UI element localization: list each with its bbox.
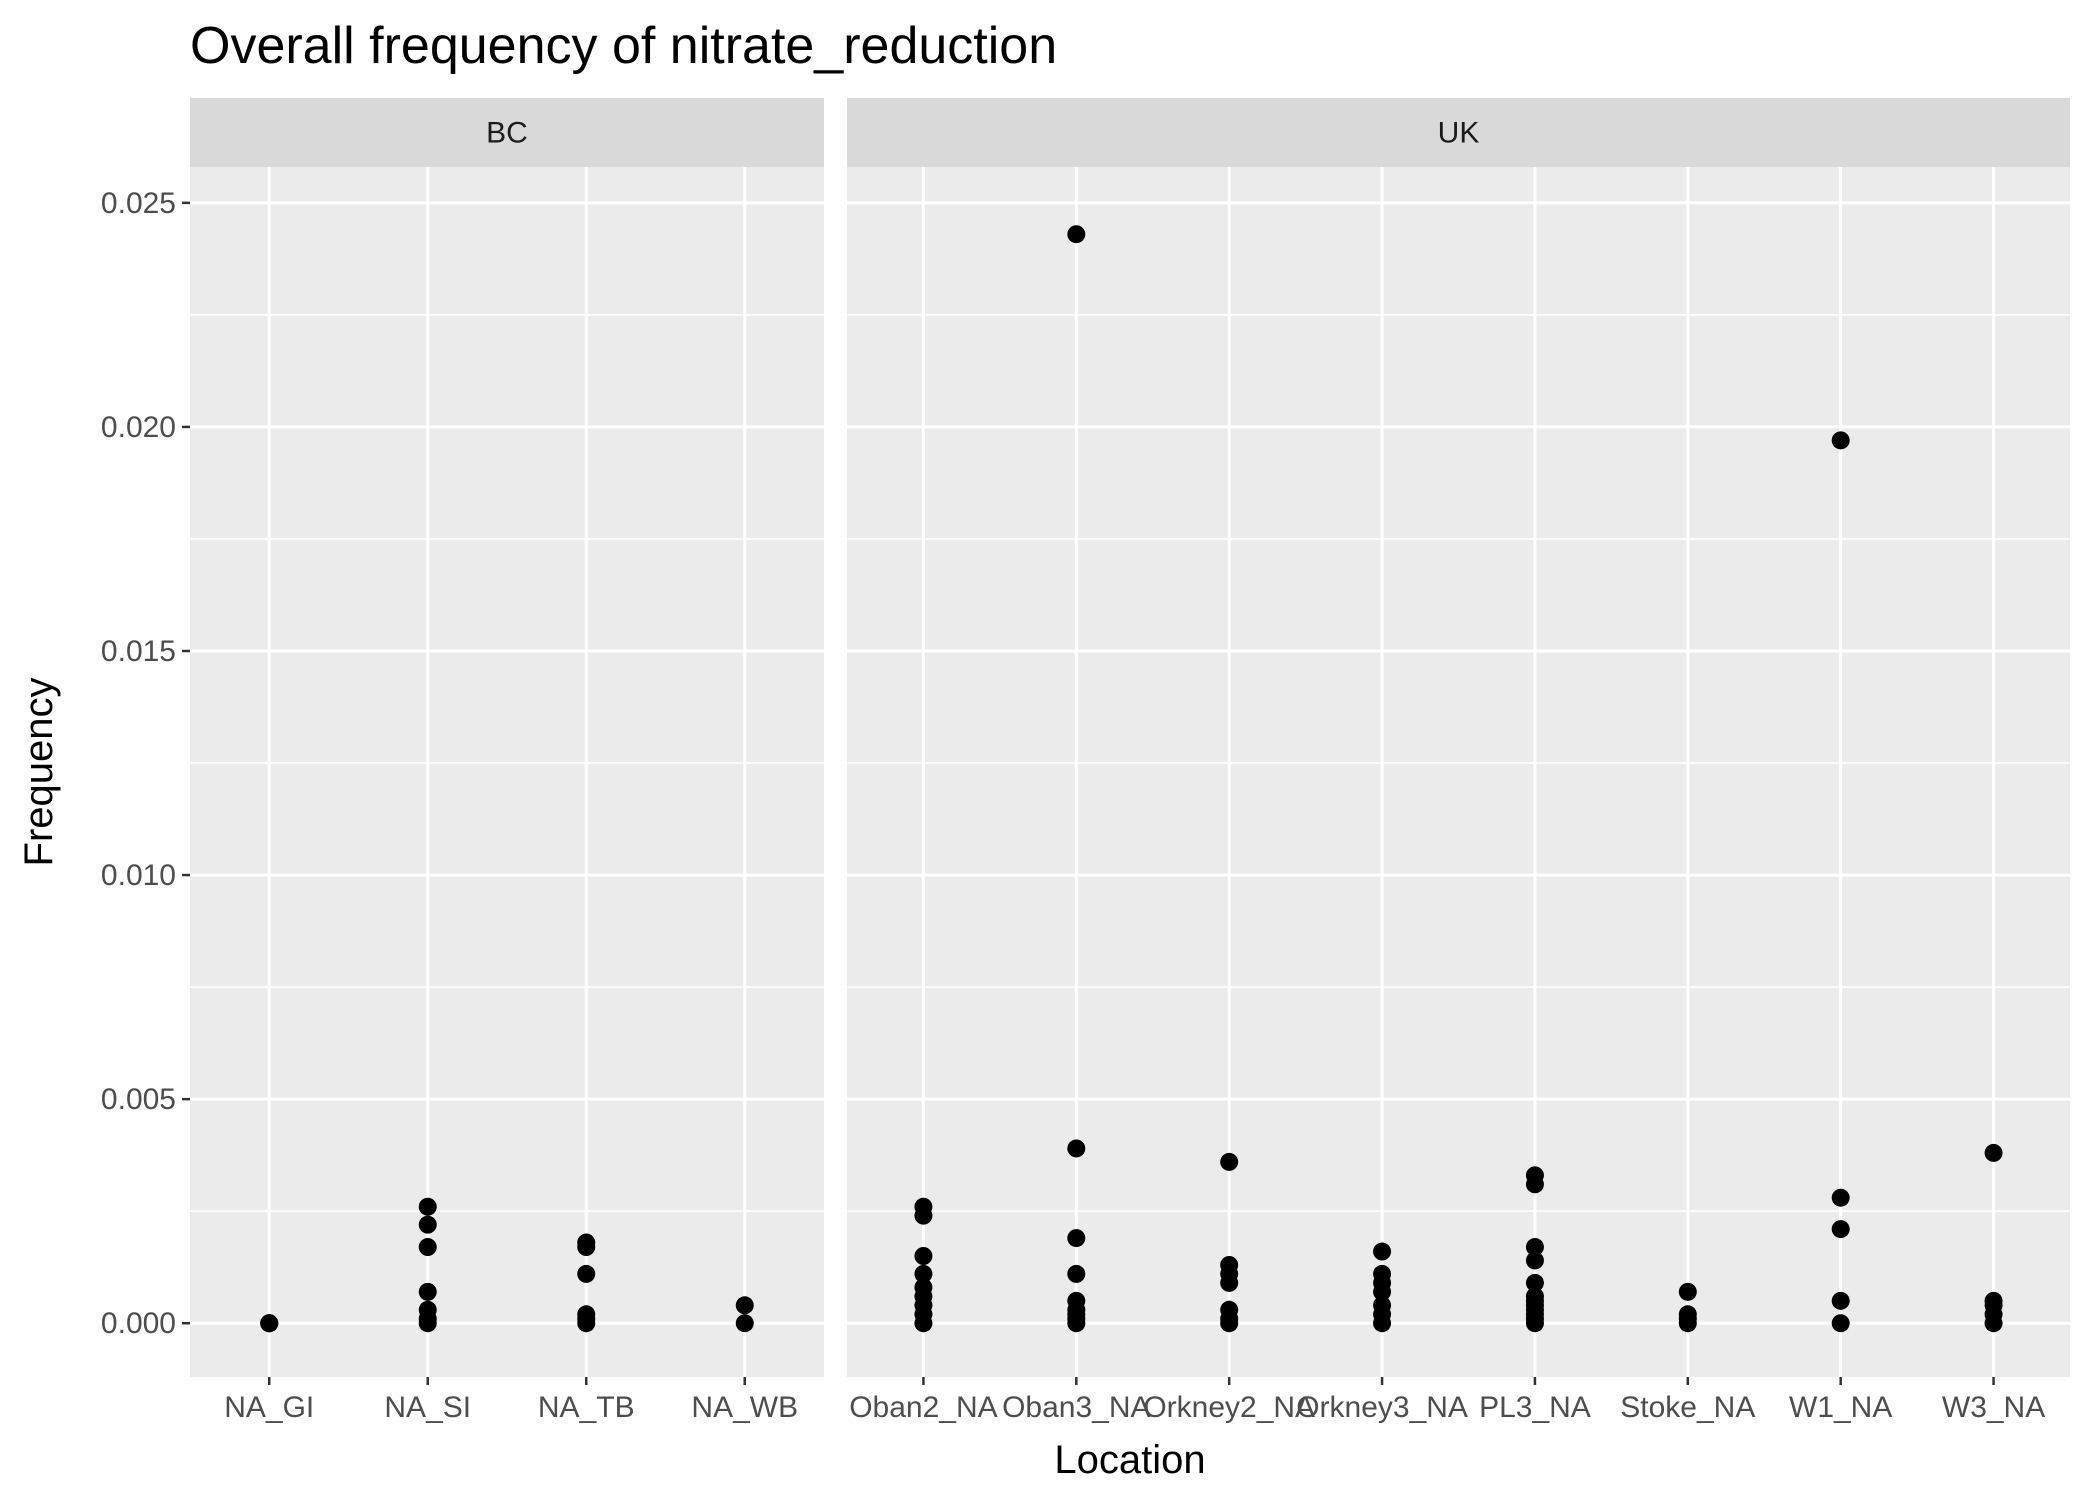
data-point xyxy=(914,1278,933,1297)
data-point xyxy=(1067,1264,1086,1283)
data-point xyxy=(1678,1305,1697,1324)
facet-strip-bc xyxy=(190,98,824,167)
data-point xyxy=(418,1238,437,1257)
x-tick-label: NA_SI xyxy=(384,1391,471,1424)
data-point xyxy=(914,1264,933,1283)
facet-strip-uk xyxy=(847,98,2070,167)
data-point xyxy=(1067,225,1086,244)
data-point xyxy=(1984,1143,2003,1162)
panel-background-bc xyxy=(190,167,824,1377)
data-point xyxy=(1067,1139,1086,1158)
y-tick-label: 0.015 xyxy=(101,635,176,668)
data-point xyxy=(1525,1251,1544,1270)
data-point xyxy=(418,1215,437,1234)
y-tick-label: 0.000 xyxy=(101,1307,176,1340)
y-axis-title: Frequency xyxy=(17,678,61,867)
data-point xyxy=(1831,1314,1850,1333)
data-point xyxy=(1831,1188,1850,1207)
x-tick-label: NA_GI xyxy=(224,1391,314,1424)
data-point xyxy=(577,1264,596,1283)
x-tick-label: Orkney2_NA xyxy=(1143,1391,1315,1424)
x-tick-label: NA_TB xyxy=(538,1391,635,1424)
data-point xyxy=(1525,1238,1544,1257)
data-point xyxy=(1831,431,1850,450)
data-point xyxy=(1220,1255,1239,1274)
data-point xyxy=(418,1197,437,1216)
data-point xyxy=(735,1296,754,1315)
y-tick-label: 0.005 xyxy=(101,1083,176,1116)
data-point xyxy=(577,1233,596,1252)
x-tick-label: Oban2_NA xyxy=(849,1391,997,1424)
data-point xyxy=(1678,1282,1697,1301)
data-point xyxy=(1067,1291,1086,1310)
data-point xyxy=(1373,1242,1392,1261)
data-point xyxy=(1525,1287,1544,1306)
x-tick-label: Orkney3_NA xyxy=(1296,1391,1468,1424)
data-point xyxy=(1220,1300,1239,1319)
facet-label-uk: UK xyxy=(1438,117,1480,150)
x-tick-label: Stoke_NA xyxy=(1620,1391,1755,1424)
data-point xyxy=(418,1300,437,1319)
data-point xyxy=(577,1305,596,1324)
x-axis-title: Location xyxy=(1054,1438,1205,1482)
x-tick-label: W3_NA xyxy=(1942,1391,2045,1424)
y-tick-label: 0.020 xyxy=(101,411,176,444)
facet-label-bc: BC xyxy=(486,117,528,150)
data-point xyxy=(1373,1296,1392,1315)
data-point xyxy=(260,1314,279,1333)
data-point xyxy=(1220,1152,1239,1171)
data-point xyxy=(1831,1291,1850,1310)
panel-background-uk xyxy=(847,167,2070,1377)
data-point xyxy=(418,1282,437,1301)
x-tick-label: W1_NA xyxy=(1789,1391,1892,1424)
data-point xyxy=(1067,1229,1086,1248)
chart-title: Overall frequency of nitrate_reduction xyxy=(190,17,1058,75)
x-tick-label: Oban3_NA xyxy=(1002,1391,1150,1424)
x-tick-label: PL3_NA xyxy=(1479,1391,1591,1424)
data-point xyxy=(914,1197,933,1216)
x-tick-label: NA_WB xyxy=(691,1391,798,1424)
y-tick-label: 0.010 xyxy=(101,859,176,892)
data-point xyxy=(735,1314,754,1333)
y-tick-label: 0.025 xyxy=(101,187,176,220)
data-point xyxy=(1831,1220,1850,1239)
data-point xyxy=(1984,1291,2003,1310)
data-point xyxy=(914,1247,933,1265)
data-point xyxy=(1525,1273,1544,1292)
data-point xyxy=(1373,1264,1392,1283)
data-point xyxy=(1525,1166,1544,1185)
